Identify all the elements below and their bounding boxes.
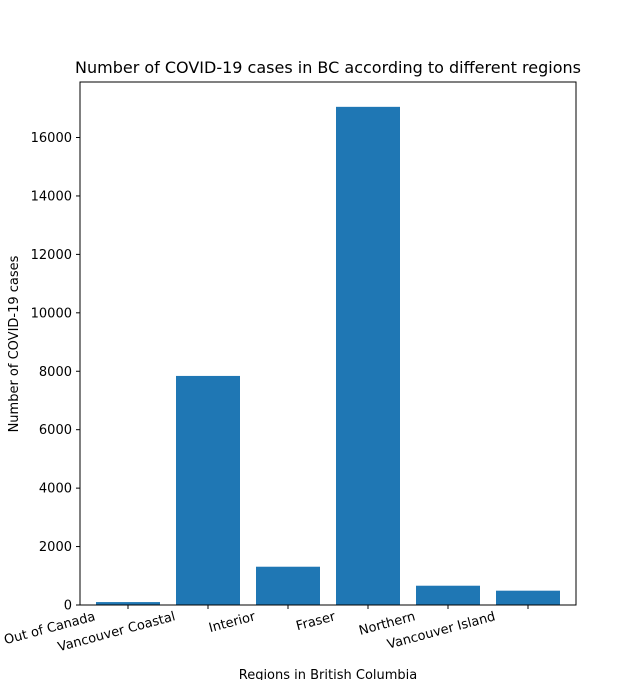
bar-out-of-canada: [96, 602, 160, 605]
y-tick-label: 4000: [39, 482, 72, 497]
x-axis-label: Regions in British Columbia: [239, 668, 418, 680]
x-tick-label: Interior: [207, 609, 257, 636]
x-tick-label: Fraser: [295, 609, 338, 634]
bar-fraser: [336, 106, 400, 605]
y-tick-label: 0: [64, 599, 72, 614]
bar-interior: [256, 566, 320, 605]
y-tick-label: 6000: [39, 423, 72, 438]
bar-vancouver-coastal: [176, 375, 240, 605]
y-tick-label: 8000: [39, 365, 72, 380]
y-tick-label: 2000: [39, 540, 72, 555]
y-tick-label: 16000: [31, 131, 72, 146]
chart-title: Number of COVID-19 cases in BC according…: [75, 58, 581, 77]
plot-frame: [79, 81, 577, 606]
plot-area: 0200040006000800010000120001400016000Out…: [3, 81, 577, 655]
y-tick-label: 10000: [31, 306, 72, 321]
y-axis-label: Number of COVID-19 cases: [7, 255, 22, 432]
y-tick-label: 14000: [31, 189, 72, 204]
bar-vancouver-island: [496, 590, 560, 605]
y-tick-label: 12000: [31, 248, 72, 263]
bar-northern: [416, 585, 480, 605]
